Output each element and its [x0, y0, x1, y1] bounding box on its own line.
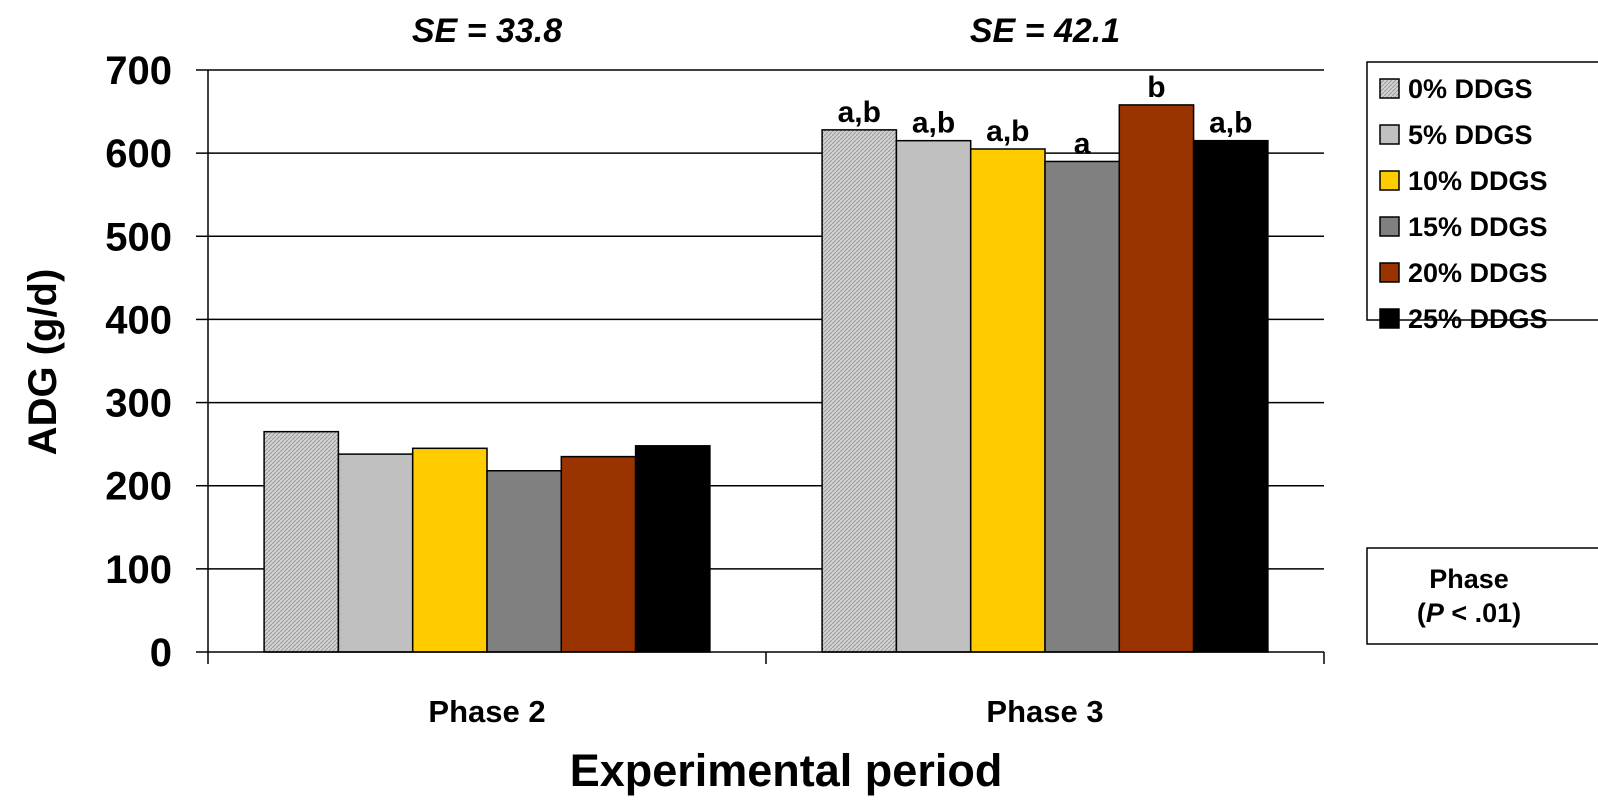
y-tick-label: 200: [105, 465, 172, 509]
legend: 0% DDGS 5% DDGS 10% DDGS 15% DDGS 20% DDGS 25…: [1366, 61, 1598, 334]
y-tick-label: 600: [105, 132, 172, 176]
bar-10-ddgsphase-3: [969, 148, 1046, 653]
significance-letter: a,b: [838, 96, 881, 129]
y-tick-label: 100: [105, 548, 172, 592]
significance-letter: a: [1074, 127, 1091, 160]
se-label: SE = 42.1: [970, 12, 1120, 50]
legend-label: 0% DDGS: [1408, 74, 1533, 104]
bar-15-ddgsphase-2: [486, 469, 563, 653]
significance-note: Phase (P < .01): [1366, 547, 1598, 645]
y-tick-label: 300: [105, 382, 172, 426]
legend-swatch: [1379, 170, 1400, 191]
se-label: SE = 33.8: [412, 12, 562, 50]
x-axis-label: Experimental period: [570, 745, 1003, 796]
bar-20-ddgsphase-2: [560, 455, 637, 653]
legend-swatch: [1379, 308, 1400, 329]
significance-note-line2: (P < .01): [1417, 598, 1521, 628]
legend-box: [1366, 61, 1598, 321]
bar-25-ddgsphase-3: [1192, 139, 1269, 653]
bars: [263, 104, 1269, 653]
bar-10-ddgsphase-2: [411, 447, 488, 653]
legend-label: 25% DDGS: [1408, 304, 1548, 334]
y-tick-label: 700: [105, 49, 172, 93]
x-tick-label: Phase 3: [986, 694, 1103, 729]
significance-note-box: [1366, 547, 1598, 645]
legend-swatch: [1379, 124, 1400, 145]
legend-swatch: [1379, 262, 1400, 283]
bar-5-ddgsphase-2: [337, 453, 414, 653]
bar-25-ddgsphase-2: [634, 445, 711, 653]
significance-note-line1: Phase: [1429, 564, 1509, 594]
significance-letter: b: [1147, 71, 1165, 104]
legend-swatch: [1379, 216, 1400, 237]
y-tick-label: 500: [105, 215, 172, 259]
y-tick-labels: 0 100 200 300 400 500 600 700: [105, 49, 172, 675]
bar-5-ddgsphase-3: [895, 139, 972, 653]
bar-0-ddgsphase-2: [263, 430, 340, 653]
significance-letter: a,b: [1209, 107, 1252, 140]
x-tick-labels: Phase 2 Phase 3: [428, 694, 1103, 729]
significance-letter: a,b: [912, 107, 955, 140]
legend-label: 5% DDGS: [1408, 120, 1533, 150]
y-axis-label: ADG (g/d): [21, 269, 65, 456]
significance-letter: a,b: [986, 115, 1029, 148]
legend-label: 15% DDGS: [1408, 212, 1548, 242]
legend-label: 20% DDGS: [1408, 258, 1548, 288]
bar-15-ddgsphase-3: [1044, 160, 1121, 653]
legend-label: 10% DDGS: [1408, 166, 1548, 196]
bar-20-ddgsphase-3: [1118, 104, 1195, 653]
y-tick-label: 400: [105, 298, 172, 342]
axes: [207, 70, 1325, 664]
bar-0-ddgsphase-3: [821, 129, 898, 653]
legend-swatch: [1379, 78, 1400, 99]
se-labels: SE = 33.8 SE = 42.1: [412, 12, 1120, 50]
y-tick-label: 0: [150, 631, 172, 675]
bar-annotations: a,b a,b a,b a b a,b: [838, 71, 1253, 161]
x-tick-label: Phase 2: [428, 694, 545, 729]
